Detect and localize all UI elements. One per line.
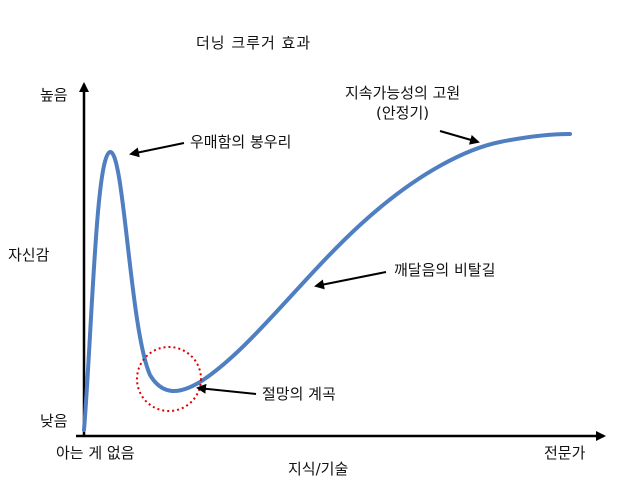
peak-arrow xyxy=(129,142,185,158)
peak-annotation: 우매함의 봉우리 xyxy=(190,133,292,151)
x-axis-title: 지식/기술 xyxy=(288,460,349,478)
x-axis-left-label: 아는 게 없음 xyxy=(56,444,135,462)
y-axis-title: 자신감 xyxy=(8,246,50,264)
plateau-arrow xyxy=(439,130,480,145)
slope-annotation: 깨달음의 비탈길 xyxy=(394,261,496,279)
y-axis-high-label: 높음 xyxy=(40,86,68,104)
valley-arrow xyxy=(196,383,257,395)
valley-annotation: 절망의 계곡 xyxy=(262,385,336,403)
confidence-curve xyxy=(82,132,572,432)
x-axis-right-label: 전문가 xyxy=(544,444,586,462)
plateau-annotation: 지속가능성의 고원 (안정기) xyxy=(345,83,460,123)
valley-highlight-circle xyxy=(136,346,202,412)
plateau-annotation-line2: (안정기) xyxy=(376,104,430,122)
plateau-annotation-line1: 지속가능성의 고원 xyxy=(345,84,461,102)
diagram-title: 더닝 크루거 효과 xyxy=(196,34,312,52)
y-axis-low-label: 낮음 xyxy=(40,412,68,430)
slope-arrow xyxy=(314,271,387,290)
